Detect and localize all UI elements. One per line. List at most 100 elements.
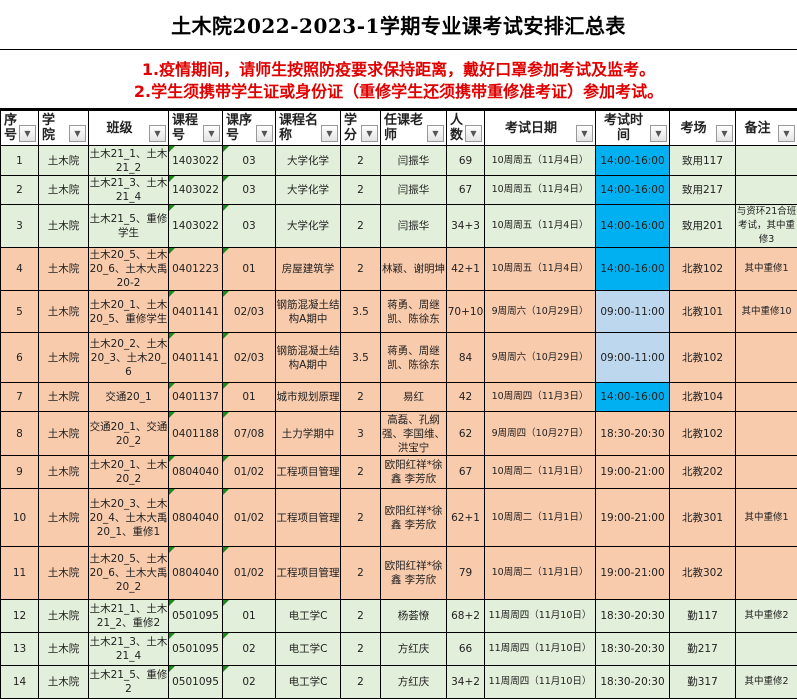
cell-exam-time[interactable]: 09:00-11:00 [596,291,670,333]
cell-class[interactable]: 交通20_1 [89,383,169,412]
filter-dropdown-icon[interactable]: ▼ [778,125,795,142]
cell-seq[interactable]: 4 [1,248,39,291]
cell-teacher[interactable]: 蒋勇、周继凯、陈徐东 [381,291,447,333]
cell-exam-time[interactable]: 14:00-16:00 [596,205,670,248]
cell-seq[interactable]: 1 [1,146,39,176]
cell-remark[interactable]: 其中重修2 [736,666,797,699]
cell-count[interactable]: 68+2 [447,600,485,633]
cell-credit[interactable]: 3.5 [341,333,381,383]
cell-exam-time[interactable]: 14:00-16:00 [596,176,670,205]
cell-exam-date[interactable]: 9周周四（10月27日） [485,412,596,456]
cell-teacher[interactable]: 杨荟憭 [381,600,447,633]
cell-teacher[interactable]: 方红庆 [381,633,447,666]
cell-exam-date[interactable]: 9周周六（10月29日） [485,291,596,333]
cell-room[interactable]: 北教102 [670,248,736,291]
cell-credit[interactable]: 2 [341,456,381,489]
cell-count[interactable]: 66 [447,633,485,666]
cell-course-name[interactable]: 城市规划原理 [276,383,341,412]
filter-dropdown-icon[interactable]: ▼ [427,125,444,142]
cell-course-no[interactable]: 0804040 [169,489,223,547]
cell-teacher[interactable]: 欧阳红祥*徐鑫 李芳欣 [381,547,447,600]
cell-course-name[interactable]: 大学化学 [276,176,341,205]
cell-count[interactable]: 67 [447,176,485,205]
cell-course-name[interactable]: 土力学期中 [276,412,341,456]
cell-remark[interactable] [736,547,797,600]
cell-remark[interactable]: 其中重修1 [736,489,797,547]
cell-exam-time[interactable]: 18:30-20:30 [596,600,670,633]
cell-college[interactable]: 土木院 [39,146,89,176]
cell-course-name[interactable]: 工程项目管理 [276,456,341,489]
filter-dropdown-icon[interactable]: ▼ [361,125,378,142]
cell-room[interactable]: 致用217 [670,176,736,205]
cell-exam-date[interactable]: 10周周二（11月1日） [485,547,596,600]
cell-course-no[interactable]: 0401141 [169,333,223,383]
filter-dropdown-icon[interactable]: ▼ [69,125,86,142]
cell-exam-time[interactable]: 14:00-16:00 [596,383,670,412]
cell-remark[interactable] [736,456,797,489]
cell-section-no[interactable]: 01 [223,383,276,412]
cell-course-name[interactable]: 房屋建筑学 [276,248,341,291]
cell-room[interactable]: 北教102 [670,333,736,383]
cell-college[interactable]: 土木院 [39,205,89,248]
cell-section-no[interactable]: 01/02 [223,489,276,547]
cell-room[interactable]: 北教302 [670,547,736,600]
cell-room[interactable]: 勤117 [670,600,736,633]
cell-count[interactable]: 70+10 [447,291,485,333]
cell-exam-date[interactable]: 10周周二（11月1日） [485,489,596,547]
cell-college[interactable]: 土木院 [39,489,89,547]
filter-dropdown-icon[interactable]: ▼ [465,125,482,142]
cell-remark[interactable] [736,383,797,412]
cell-seq[interactable]: 13 [1,633,39,666]
cell-class[interactable]: 土木21_1、土木21_2、重修2 [89,600,169,633]
cell-class[interactable]: 土木20_2、土木20_3、土木20_6 [89,333,169,383]
cell-course-name[interactable]: 电工学C [276,633,341,666]
cell-teacher[interactable]: 欧阳红祥*徐鑫 李芳欣 [381,456,447,489]
cell-class[interactable]: 土木21_1、土木21_2 [89,146,169,176]
cell-exam-date[interactable]: 11周周四（11月10日） [485,600,596,633]
cell-course-name[interactable]: 工程项目管理 [276,547,341,600]
cell-room[interactable]: 致用117 [670,146,736,176]
cell-course-no[interactable]: 0501095 [169,633,223,666]
cell-class[interactable]: 土木20_3、土木20_4、土木大禹20_1、重修1 [89,489,169,547]
cell-exam-time[interactable]: 19:00-21:00 [596,489,670,547]
cell-credit[interactable]: 2 [341,633,381,666]
cell-room[interactable]: 北教104 [670,383,736,412]
cell-room[interactable]: 北教102 [670,412,736,456]
cell-exam-date[interactable]: 10周周二（11月1日） [485,456,596,489]
cell-college[interactable]: 土木院 [39,547,89,600]
cell-exam-time[interactable]: 19:00-21:00 [596,456,670,489]
cell-seq[interactable]: 12 [1,600,39,633]
cell-section-no[interactable]: 03 [223,176,276,205]
cell-college[interactable]: 土木院 [39,666,89,699]
cell-remark[interactable] [736,633,797,666]
cell-exam-time[interactable]: 18:30-20:30 [596,412,670,456]
cell-section-no[interactable]: 03 [223,205,276,248]
cell-course-no[interactable]: 0501095 [169,600,223,633]
cell-room[interactable]: 北教202 [670,456,736,489]
cell-credit[interactable]: 2 [341,205,381,248]
cell-college[interactable]: 土木院 [39,176,89,205]
cell-credit[interactable]: 2 [341,146,381,176]
cell-count[interactable]: 79 [447,547,485,600]
cell-exam-time[interactable]: 18:30-20:30 [596,633,670,666]
cell-course-no[interactable]: 0501095 [169,666,223,699]
cell-room[interactable]: 勤317 [670,666,736,699]
cell-course-name[interactable]: 电工学C [276,666,341,699]
cell-college[interactable]: 土木院 [39,291,89,333]
cell-count[interactable]: 34+2 [447,666,485,699]
cell-section-no[interactable]: 07/08 [223,412,276,456]
cell-room[interactable]: 勤217 [670,633,736,666]
cell-credit[interactable]: 3 [341,412,381,456]
cell-course-name[interactable]: 大学化学 [276,146,341,176]
cell-course-no[interactable]: 0804040 [169,547,223,600]
filter-dropdown-icon[interactable]: ▼ [321,125,338,142]
cell-remark[interactable] [736,333,797,383]
cell-count[interactable]: 62 [447,412,485,456]
cell-college[interactable]: 土木院 [39,412,89,456]
cell-teacher[interactable]: 林颖、谢明坤 [381,248,447,291]
cell-seq[interactable]: 8 [1,412,39,456]
cell-room[interactable]: 致用201 [670,205,736,248]
filter-dropdown-icon[interactable]: ▼ [716,125,733,142]
cell-exam-date[interactable]: 9周周六（10月29日） [485,333,596,383]
cell-class[interactable]: 土木21_3、土木21_4 [89,633,169,666]
